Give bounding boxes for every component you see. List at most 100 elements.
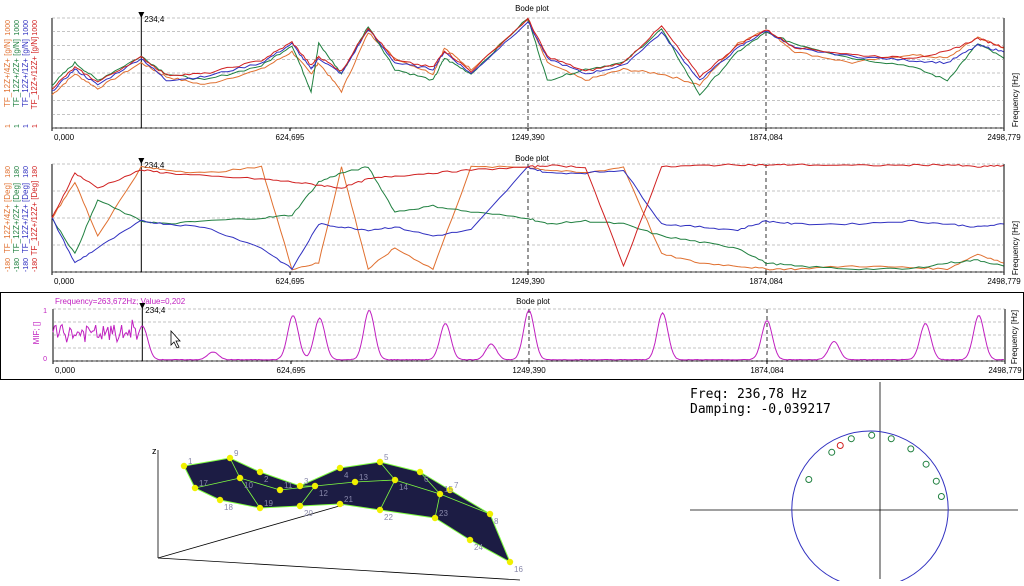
x-tick-label: 624,695 — [276, 277, 305, 286]
x-tick-label: 1249,390 — [511, 133, 545, 142]
y-axis-label: MIF; [] — [32, 322, 41, 345]
data-point — [805, 476, 813, 483]
selected-data-point — [836, 442, 844, 449]
x-tick-label: 0,000 — [54, 277, 75, 286]
x-tick-label: 2498,779 — [988, 366, 1022, 375]
node-label: 9 — [234, 449, 239, 458]
node-label: 12 — [319, 489, 328, 498]
y-tick-top: 180 — [23, 166, 30, 178]
node-label: 21 — [344, 495, 353, 504]
y-tick-top: 180 — [14, 166, 21, 178]
node-label: 4 — [344, 471, 349, 480]
mode-node — [506, 558, 514, 566]
y-tick-top: 1 — [43, 308, 47, 315]
mode-node — [191, 484, 199, 492]
series-label: TF_12Z+/1Z+ [g/N] — [21, 39, 30, 107]
node-label: 17 — [199, 479, 208, 488]
x-tick-label: 0,000 — [54, 133, 75, 142]
y-tick-bottom: 0 — [43, 356, 47, 363]
node-label: 15 — [444, 485, 453, 494]
data-point — [937, 493, 945, 500]
node-label: 16 — [514, 565, 523, 574]
node-label: 19 — [264, 499, 273, 508]
series-label: TF_12Z+/4Z+ [g/N] — [3, 39, 12, 107]
mode-node — [226, 454, 234, 462]
data-point — [932, 477, 940, 485]
cursor-marker — [138, 12, 145, 18]
mode-node — [351, 478, 359, 486]
mode-node — [180, 462, 188, 470]
y-tick-top: 1000 — [14, 20, 21, 36]
node-label: 1 — [188, 457, 193, 466]
mode-node — [446, 486, 454, 494]
node-label: 13 — [359, 473, 368, 482]
node-label: 22 — [384, 513, 393, 522]
node-label: 24 — [474, 543, 483, 552]
node-label: 11 — [284, 481, 293, 490]
mode-node — [256, 504, 264, 512]
bode-phase-svg[interactable]: Bode plot Frequency [Hz] 0,000 624,695 124… — [0, 150, 1024, 292]
data-point — [828, 448, 836, 456]
mode-node — [276, 486, 284, 494]
mode-node — [391, 476, 399, 484]
circle-fit-svg[interactable]: Freq: 236,78 Hz Damping: -0,039217 — [680, 380, 1024, 586]
cursor-label: 234,4 — [144, 15, 165, 24]
x-tick-label: 2498,779 — [987, 277, 1021, 286]
node-label: 8 — [494, 517, 499, 526]
frequency-readout: Frequency=263,672Hz; Value=0,202 — [55, 297, 186, 306]
node-label: 18 — [224, 503, 233, 512]
y-tick-bottom: -180 — [23, 258, 30, 272]
series-line — [51, 17, 1004, 96]
node-label: 10 — [244, 481, 253, 490]
y-tick-top: 1000 — [23, 20, 30, 36]
bode-phase-plot[interactable]: Bode plot Frequency [Hz] 0,000 624,695 124… — [0, 150, 1024, 292]
x-tick-label: 1874,084 — [750, 366, 784, 375]
y-tick-top: 180 — [5, 166, 12, 178]
y-tick-bottom: 1 — [5, 124, 12, 128]
mode-node — [296, 482, 304, 490]
y-tick-bottom: -180 — [32, 258, 39, 272]
damping-label: Damping: -0,039217 — [690, 402, 831, 417]
node-label: 20 — [304, 509, 313, 518]
x-tick-label: 1874,084 — [749, 133, 783, 142]
x-axis-line — [157, 557, 521, 581]
mode-node — [311, 482, 319, 490]
mif-plot[interactable]: Bode plot Frequency=263,672Hz; Value=0,2… — [0, 292, 1024, 380]
series-label: TF_12Z+/2Z+ [Deg] — [12, 183, 21, 253]
series-line — [51, 163, 1004, 268]
y-tick-bottom: 1 — [32, 124, 39, 128]
freq-label: Freq: 236,78 Hz — [690, 387, 807, 402]
node-label: 14 — [399, 483, 408, 492]
bode-magnitude-plot[interactable]: Bode plot Frequency [Hz] 0,000 624,695 124… — [0, 0, 1024, 148]
mode-node — [336, 500, 344, 508]
mesh-line — [194, 477, 491, 515]
mode-node — [236, 474, 244, 482]
x-tick-label: 624,695 — [277, 366, 306, 375]
mif-line — [52, 309, 1004, 361]
series-line — [51, 166, 1004, 271]
y-tick-bottom: 1 — [23, 124, 30, 128]
node-label: 5 — [384, 453, 389, 462]
node-label: 2 — [264, 475, 269, 484]
axis-label: z — [152, 446, 157, 456]
cursor-marker — [139, 303, 146, 309]
mode-node — [416, 468, 424, 476]
cursor-label: 234,4 — [145, 306, 166, 315]
y-tick-top: 1000 — [5, 20, 12, 36]
mif-svg[interactable]: Bode plot Frequency=263,672Hz; Value=0,2… — [1, 293, 1023, 379]
data-point — [922, 460, 930, 468]
series-label: TF_12Z+/12Z+ [g/N] — [30, 37, 39, 109]
x-axis-label: Frequency [Hz] — [1011, 73, 1020, 127]
mode-node — [376, 458, 384, 466]
node-label: 7 — [454, 481, 459, 490]
series-label: TF_12Z+/12Z+ [Deg] — [30, 181, 39, 256]
mode-shape-view[interactable]: z 1 2 3 4 5 6 7 8 9 10 11 12 13 14 15 16 17 18 19 20 21 22 23 24 — [140, 430, 540, 581]
y-tick-top: 180 — [32, 166, 39, 178]
data-point — [907, 445, 915, 453]
series-line — [51, 18, 1004, 96]
bode-magnitude-svg[interactable]: Bode plot Frequency [Hz] 0,000 624,695 124… — [0, 0, 1024, 148]
circle-fit-view[interactable]: Freq: 236,78 Hz Damping: -0,039217 — [680, 380, 1024, 586]
cursor-label: 234,4 — [144, 161, 165, 170]
data-point — [847, 435, 855, 443]
